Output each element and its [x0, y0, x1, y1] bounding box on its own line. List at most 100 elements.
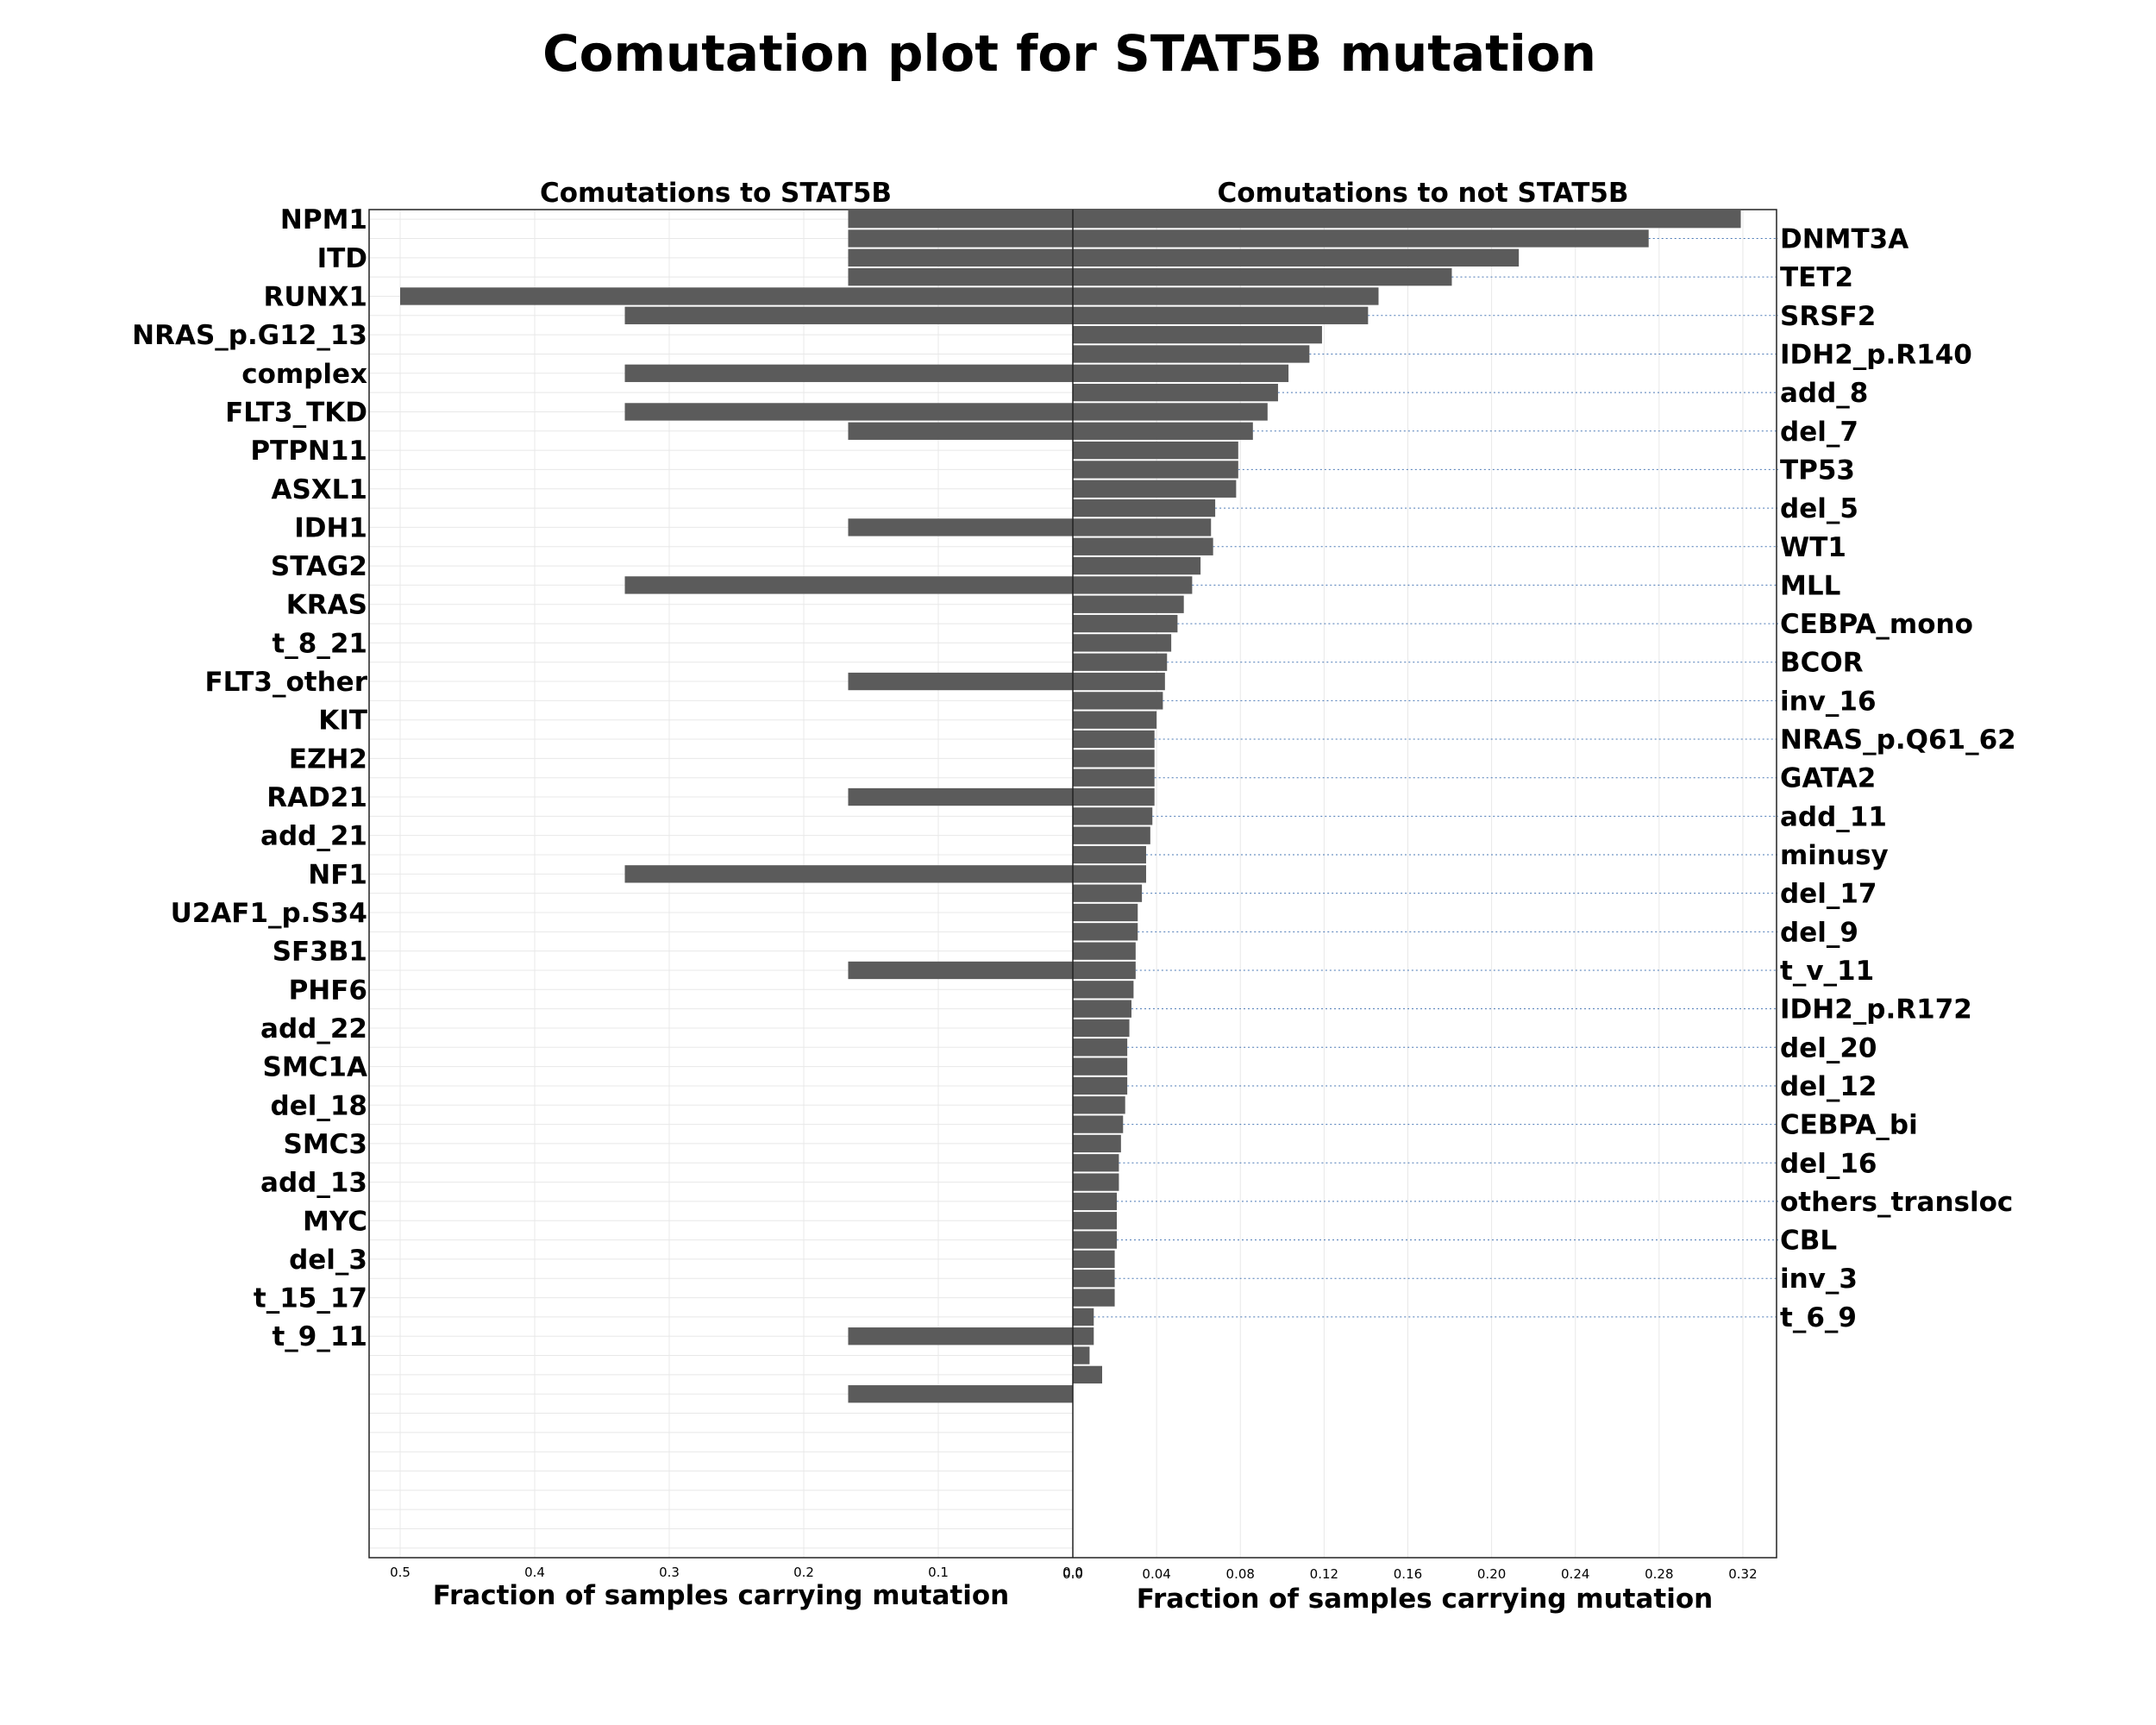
left-gene-label: EZH2 — [289, 743, 367, 775]
right-bar — [1073, 614, 1178, 633]
right-bar — [1073, 345, 1310, 363]
right-bar — [1073, 1212, 1117, 1230]
right-bar — [1073, 248, 1520, 267]
right-gene-label: del_12 — [1780, 1071, 1877, 1102]
left-gene-label: t_8_21 — [272, 628, 367, 659]
left-bar — [848, 961, 1073, 980]
right-bar — [1073, 461, 1238, 479]
right-gene-label: CEBPA_mono — [1780, 609, 1973, 640]
left-gene-label: NPM1 — [280, 204, 367, 235]
left-gene-label: add_22 — [260, 1013, 367, 1044]
left-bar — [624, 865, 1073, 883]
right-gene-label: WT1 — [1780, 532, 1846, 563]
left-x-axis-label: Fraction of samples carrying mutation — [433, 1580, 1009, 1611]
left-gene-label: U2AF1_p.S34 — [171, 898, 367, 929]
right-bar — [1073, 942, 1136, 960]
left-gene-label: ITD — [317, 243, 367, 274]
right-bar — [1073, 768, 1155, 787]
right-gene-label: t_v_11 — [1780, 956, 1874, 987]
right-bar — [1073, 325, 1322, 344]
right-gene-label: NRAS_p.Q61_62 — [1780, 724, 2016, 756]
right-bars — [1073, 210, 1741, 1384]
right-gene-label: del_20 — [1780, 1032, 1877, 1063]
right-bar — [1073, 441, 1238, 460]
right-bar — [1073, 634, 1172, 652]
left-gene-label: NRAS_p.G12_13 — [132, 320, 367, 351]
right-bar — [1073, 1192, 1117, 1211]
right-tick-label: 0.08 — [1226, 1566, 1255, 1582]
right-tick-label: 0.16 — [1394, 1566, 1422, 1582]
left-gene-label: RAD21 — [266, 782, 367, 813]
left-tick-label: 0.2 — [793, 1565, 814, 1580]
right-bar — [1073, 556, 1201, 575]
right-bar — [1073, 1096, 1125, 1114]
left-gene-label: RUNX1 — [264, 281, 367, 312]
left-tick-label: 0.5 — [390, 1565, 411, 1580]
right-gene-label: add_11 — [1780, 801, 1887, 832]
right-bar — [1073, 499, 1216, 518]
right-bar — [1073, 1076, 1128, 1095]
right-bar — [1073, 672, 1165, 691]
left-panel-title: Comutations to STAT5B — [540, 178, 892, 209]
left-gene-label: t_15_17 — [254, 1283, 367, 1314]
left-gene-label: PHF6 — [289, 975, 367, 1006]
right-gene-label: SRSF2 — [1780, 301, 1876, 332]
right-bar — [1073, 1057, 1128, 1076]
right-bar — [1073, 1231, 1117, 1249]
right-x-axis-label: Fraction of samples carrying mutation — [1137, 1584, 1713, 1615]
left-bars — [400, 210, 1073, 1403]
right-gene-label: BCOR — [1780, 648, 1864, 679]
right-bar — [1073, 403, 1268, 421]
left-bar — [624, 576, 1073, 594]
right-gene-label: inv_3 — [1780, 1264, 1858, 1295]
right-gene-labels: DNMT3A TET2 SRSF2 IDH2_p.R140 add_8 del_7 TP53… — [1780, 223, 2016, 1333]
left-gene-label: FLT3_other — [204, 667, 367, 698]
right-bar — [1073, 306, 1369, 324]
right-bar — [1073, 422, 1253, 440]
right-gene-label: CBL — [1780, 1226, 1837, 1257]
right-bar — [1073, 364, 1289, 382]
right-gene-label: del_5 — [1780, 493, 1858, 524]
right-bar — [1073, 884, 1143, 902]
left-tick-label: 0.3 — [659, 1565, 680, 1580]
left-bar — [848, 210, 1073, 229]
right-bar — [1073, 1115, 1124, 1133]
right-bar — [1073, 961, 1136, 980]
right-bar — [1073, 287, 1379, 305]
left-bar — [624, 403, 1073, 421]
right-bar — [1073, 711, 1157, 729]
left-gene-label: NF1 — [308, 859, 367, 890]
left-gene-label: KIT — [318, 706, 367, 737]
left-gene-label: SMC3 — [284, 1129, 368, 1160]
right-tick-label: 0.24 — [1561, 1566, 1589, 1582]
right-bar — [1073, 537, 1213, 555]
right-gene-label: IDH2_p.R140 — [1780, 339, 1972, 370]
left-gene-label: STAG2 — [271, 551, 367, 582]
right-bar — [1073, 1019, 1130, 1038]
right-bar — [1073, 1154, 1119, 1172]
left-gene-label: PTPN11 — [250, 436, 367, 467]
left-bar — [848, 248, 1073, 267]
left-bar — [848, 518, 1073, 536]
right-bar — [1073, 229, 1649, 248]
right-bar — [1073, 210, 1741, 229]
right-tick-label: 0.32 — [1728, 1566, 1757, 1582]
right-bar — [1073, 692, 1163, 710]
left-bar — [624, 306, 1073, 324]
left-bar — [848, 1385, 1073, 1403]
right-gene-label: GATA2 — [1780, 763, 1876, 794]
right-tick-label: 0.04 — [1142, 1566, 1170, 1582]
right-bar — [1073, 1250, 1115, 1269]
right-bar — [1073, 1365, 1102, 1384]
right-tick-label: 0.20 — [1477, 1566, 1506, 1582]
right-gene-label: TET2 — [1780, 262, 1853, 293]
right-bar — [1073, 383, 1278, 402]
right-bar — [1073, 730, 1155, 749]
left-gene-label: add_13 — [260, 1168, 367, 1199]
right-gene-label: del_9 — [1780, 917, 1858, 948]
left-gene-label: MYC — [303, 1206, 367, 1237]
right-gene-label: del_16 — [1780, 1148, 1877, 1179]
right-gene-label: IDH2_p.R172 — [1780, 994, 1972, 1026]
chart-title: Comutation plot for STAT5B mutation — [542, 24, 1596, 83]
